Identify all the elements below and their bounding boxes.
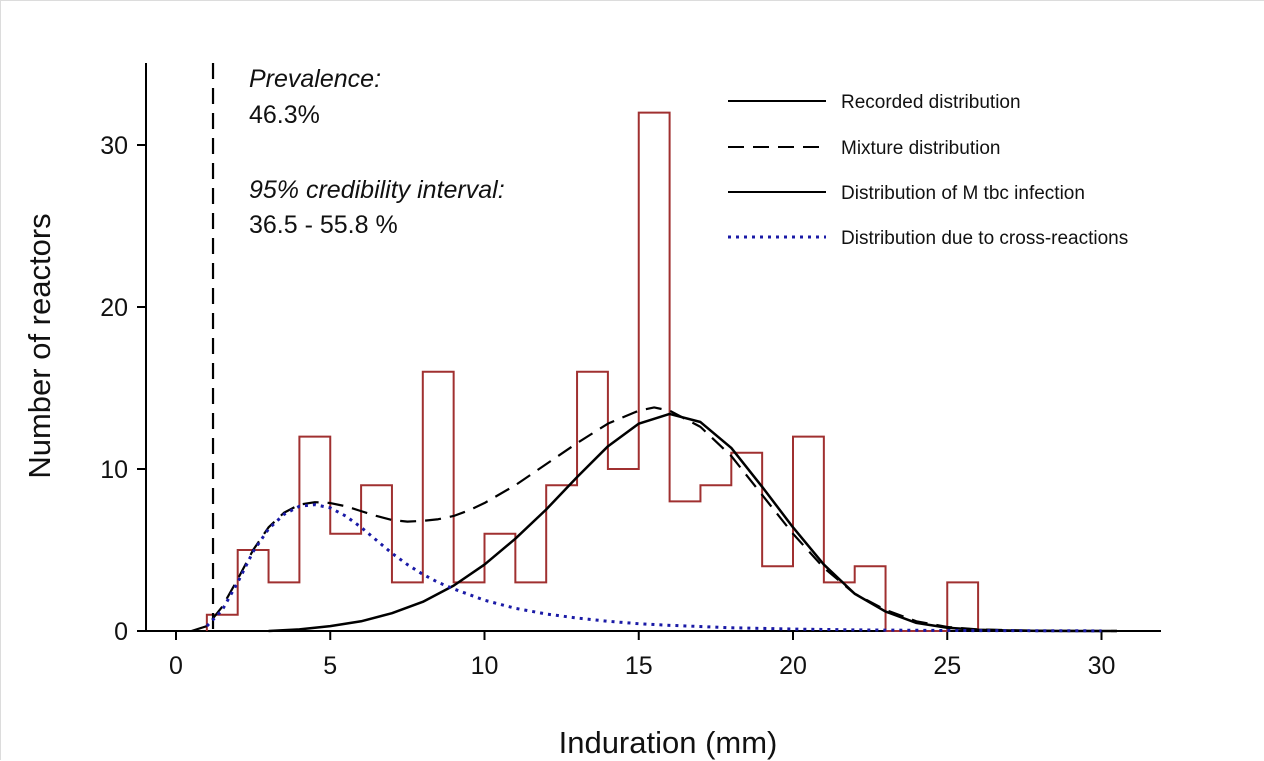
legend: Recorded distribution Mixture distributi… <box>728 92 1128 249</box>
x-tick-label: 20 <box>779 652 807 680</box>
y-tick-label: 10 <box>100 456 128 484</box>
x-tick-label: 30 <box>1088 652 1116 680</box>
x-axis-title: Induration (mm) <box>559 725 778 760</box>
series-distribution-of-m-tbc-infection <box>268 412 1117 633</box>
series-mixture-distribution <box>191 406 1117 633</box>
x-tick-label: 5 <box>323 652 337 680</box>
x-tick-label: 25 <box>933 652 961 680</box>
series-distribution-due-to-cross-reactions <box>205 503 1102 633</box>
prevalence-label: Prevalence: <box>249 65 381 93</box>
legend-label-cross: Distribution due to cross-reactions <box>841 228 1128 249</box>
x-tick-label: 0 <box>169 652 183 680</box>
y-tick-label: 0 <box>114 618 128 646</box>
x-tick-label: 10 <box>471 652 499 680</box>
y-tick-label: 20 <box>100 294 128 322</box>
legend-label-tbc: Distribution of M tbc infection <box>841 183 1085 204</box>
legend-label-recorded: Recorded distribution <box>841 92 1021 113</box>
y-axis-title: Number of reactors <box>22 213 57 478</box>
credibility-interval-value: 36.5 - 55.8 % <box>249 211 398 239</box>
legend-label-mixture: Mixture distribution <box>841 138 1000 159</box>
y-tick-label: 30 <box>100 132 128 160</box>
x-tick-label: 15 <box>625 652 653 680</box>
prevalence-value: 46.3% <box>249 101 320 129</box>
plot-area: 0 10 20 30 0 5 10 15 20 25 30 <box>100 63 1161 680</box>
credibility-interval-label: 95% credibility interval: <box>249 176 505 204</box>
